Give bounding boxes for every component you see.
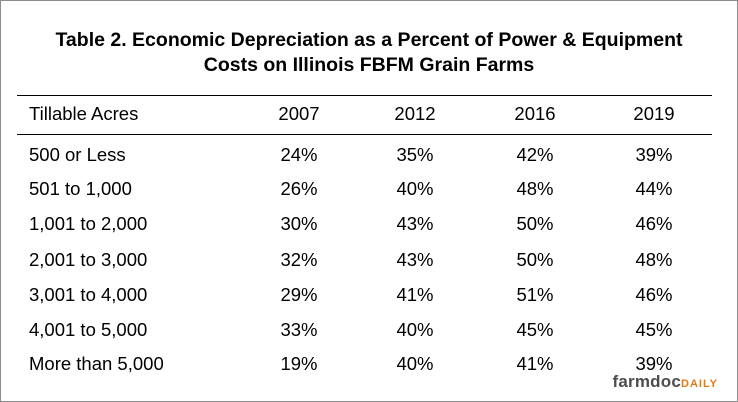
farmdoc-daily-logo: farmdocDAILY [613,372,718,392]
cell-2012: 43% [396,249,434,270]
table-row: 1,001 to 2,000 30% 43% 50% 46% [0,212,738,236]
cell-2007: 24% [280,144,318,165]
cell-2016: 42% [516,144,554,165]
cell-2016: 50% [516,249,554,270]
logo-sub-text: DAILY [681,378,718,390]
row-label: 1,001 to 2,000 [29,213,148,234]
table-row: 4,001 to 5,000 33% 40% 45% 45% [0,318,738,342]
table-row: 2,001 to 3,000 32% 43% 50% 48% [0,248,738,272]
logo-main-text: farmdoc [612,372,681,391]
title-line-2: Costs on Illinois FBFM Grain Farms [203,54,535,76]
row-label: 2,001 to 3,000 [29,249,148,270]
table-header-row: Tillable Acres 2007 2012 2016 2019 [0,102,738,126]
cell-2007: 33% [280,319,318,340]
cell-2012: 43% [396,213,434,234]
table-row: 500 or Less 24% 35% 42% 39% [0,143,738,167]
header-top-rule [17,95,712,96]
cell-2016: 50% [516,213,554,234]
header-year-2012: 2012 [394,103,436,124]
table-row: 3,001 to 4,000 29% 41% 51% 46% [0,283,738,307]
cell-2012: 40% [396,178,434,199]
header-year-2019: 2019 [633,103,675,124]
cell-2016: 41% [516,353,554,374]
row-label: 3,001 to 4,000 [29,284,148,305]
cell-2019: 45% [635,319,673,340]
row-label: 4,001 to 5,000 [29,319,148,340]
table-title: Table 2. Economic Depreciation as a Perc… [0,28,738,78]
header-year-2007: 2007 [278,103,320,124]
header-tillable-acres: Tillable Acres [29,103,139,124]
table-row: 501 to 1,000 26% 40% 48% 44% [0,177,738,201]
cell-2019: 46% [635,284,673,305]
table-row: More than 5,000 19% 40% 41% 39% [0,352,738,376]
cell-2019: 44% [635,178,673,199]
cell-2007: 19% [280,353,318,374]
cell-2016: 45% [516,319,554,340]
cell-2016: 51% [516,284,554,305]
cell-2007: 32% [280,249,318,270]
row-label: 501 to 1,000 [29,178,132,199]
header-year-2016: 2016 [514,103,556,124]
cell-2007: 30% [280,213,318,234]
cell-2019: 48% [635,249,673,270]
cell-2019: 39% [635,144,673,165]
title-line-1: Table 2. Economic Depreciation as a Perc… [55,29,683,51]
cell-2012: 40% [396,319,434,340]
row-label: More than 5,000 [29,353,164,374]
cell-2012: 41% [396,284,434,305]
cell-2019: 46% [635,213,673,234]
cell-2007: 29% [280,284,318,305]
row-label: 500 or Less [29,144,126,165]
cell-2012: 35% [396,144,434,165]
cell-2012: 40% [396,353,434,374]
header-bottom-rule [17,134,712,135]
cell-2016: 48% [516,178,554,199]
cell-2007: 26% [280,178,318,199]
cell-2019: 39% [635,353,673,374]
